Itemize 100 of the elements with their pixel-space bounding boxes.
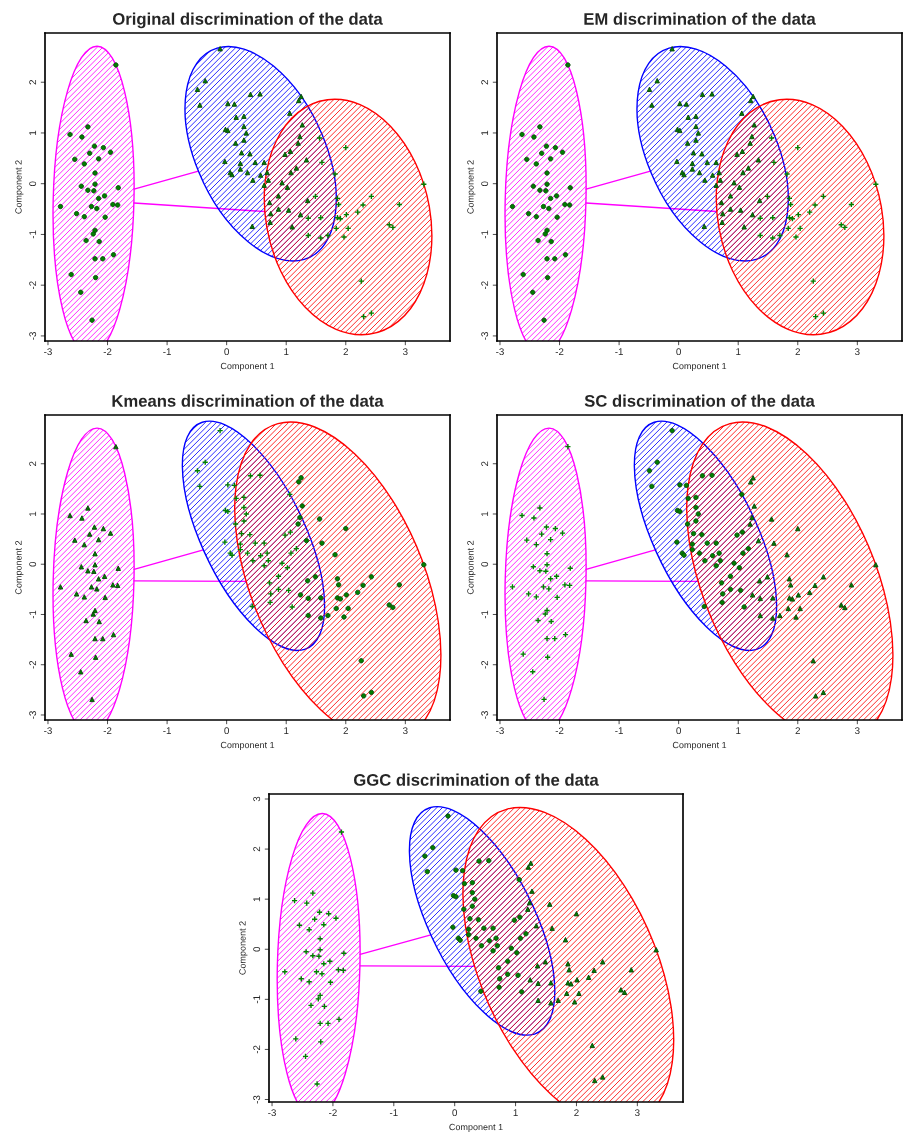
- point: [240, 504, 248, 511]
- x-axis-title: Component 1: [672, 741, 727, 750]
- y-axis-title: Component 2: [15, 540, 24, 595]
- y-tick-label: 1: [29, 130, 37, 135]
- chart-title: GGC discrimination of the data: [354, 773, 599, 786]
- point: [256, 472, 264, 479]
- point: [536, 567, 544, 575]
- point: [519, 650, 527, 658]
- y-tick-label: -1: [253, 995, 261, 1004]
- x-tick-label: 2: [574, 1109, 579, 1116]
- point: [518, 512, 526, 519]
- y-tick-label: 3: [253, 796, 261, 802]
- x-tick-label: 3: [403, 348, 408, 356]
- y-tick-label: 0: [481, 561, 489, 567]
- point: [543, 561, 551, 569]
- point: [315, 952, 323, 960]
- chart-title: Original discrimination of the data: [112, 12, 383, 29]
- x-tick-label: -1: [163, 348, 171, 355]
- point: [281, 968, 289, 976]
- point: [305, 926, 313, 934]
- point: [545, 585, 553, 593]
- x-tick-label: 2: [343, 348, 348, 355]
- x-tick-label: -3: [44, 727, 52, 735]
- point: [340, 233, 348, 241]
- x-tick-label: -3: [268, 1109, 276, 1117]
- point: [543, 607, 551, 614]
- x-tick-label: -1: [615, 348, 623, 355]
- point: [309, 889, 317, 897]
- y-tick-label: -2: [253, 1045, 261, 1054]
- point: [316, 134, 323, 142]
- point: [806, 208, 813, 216]
- point: [313, 1080, 321, 1088]
- point: [331, 170, 339, 178]
- point: [240, 517, 248, 525]
- x-tick-label: 0: [676, 348, 681, 356]
- x-axis-title: Component 1: [449, 1123, 503, 1132]
- y-tick-label: -1: [29, 230, 37, 239]
- point: [540, 583, 547, 591]
- y-tick-label: 0: [253, 946, 261, 952]
- x-tick-label: 2: [795, 727, 800, 734]
- x-tick-label: -3: [496, 727, 504, 735]
- y-tick-label: -1: [481, 230, 489, 239]
- point: [266, 579, 273, 587]
- point: [305, 978, 313, 986]
- point: [354, 208, 361, 216]
- point: [237, 540, 244, 548]
- y-tick-label: 1: [253, 896, 261, 902]
- point: [530, 514, 538, 522]
- point: [770, 159, 778, 166]
- y-tick-label: 2: [29, 461, 37, 466]
- point: [525, 590, 532, 598]
- x-axis-title: Component 1: [672, 362, 727, 371]
- chart-title: Kmeans discrimination of the data: [112, 394, 384, 407]
- point: [523, 536, 531, 544]
- x-tick-label: 1: [513, 1109, 518, 1116]
- x-tick-label: 3: [403, 727, 408, 735]
- point: [302, 948, 310, 956]
- x-axis-title: Component 1: [220, 741, 275, 750]
- y-tick-label: -2: [481, 281, 489, 290]
- point: [332, 914, 340, 922]
- y-axis-title: Component 2: [467, 160, 476, 214]
- x-tick-label: 0: [224, 348, 229, 356]
- x-tick-label: -2: [555, 727, 564, 734]
- point: [196, 483, 204, 490]
- point: [266, 599, 274, 606]
- point: [316, 935, 324, 943]
- point: [318, 970, 326, 978]
- x-tick-label: 2: [795, 348, 800, 355]
- point: [221, 538, 229, 546]
- point: [340, 949, 348, 957]
- x-tick-label: 0: [224, 727, 229, 735]
- point: [338, 828, 345, 836]
- y-tick-label: -3: [481, 711, 489, 719]
- x-tick-label: 3: [855, 348, 860, 356]
- point: [553, 594, 561, 601]
- x-tick-label: 1: [736, 727, 741, 734]
- x-tick-label: -3: [44, 348, 52, 356]
- y-axis-title: Component 2: [467, 540, 476, 595]
- point: [769, 234, 777, 242]
- point: [316, 908, 323, 916]
- chart-title: SC discrimination of the data: [584, 394, 815, 407]
- point: [244, 549, 251, 557]
- point: [267, 590, 275, 598]
- x-tick-label: 0: [452, 1109, 458, 1117]
- y-tick-label: 0: [481, 181, 489, 187]
- point: [357, 277, 365, 285]
- point: [243, 510, 250, 518]
- x-tick-label: -2: [103, 348, 112, 355]
- point: [543, 635, 551, 642]
- point: [359, 201, 367, 209]
- point: [544, 653, 551, 661]
- point: [246, 531, 254, 538]
- x-tick-label: -2: [555, 348, 564, 355]
- point: [792, 233, 800, 241]
- point: [389, 224, 397, 231]
- point: [561, 581, 569, 589]
- x-axis-title: Component 1: [220, 362, 275, 371]
- point: [318, 159, 326, 166]
- point: [309, 952, 317, 960]
- point: [543, 523, 550, 531]
